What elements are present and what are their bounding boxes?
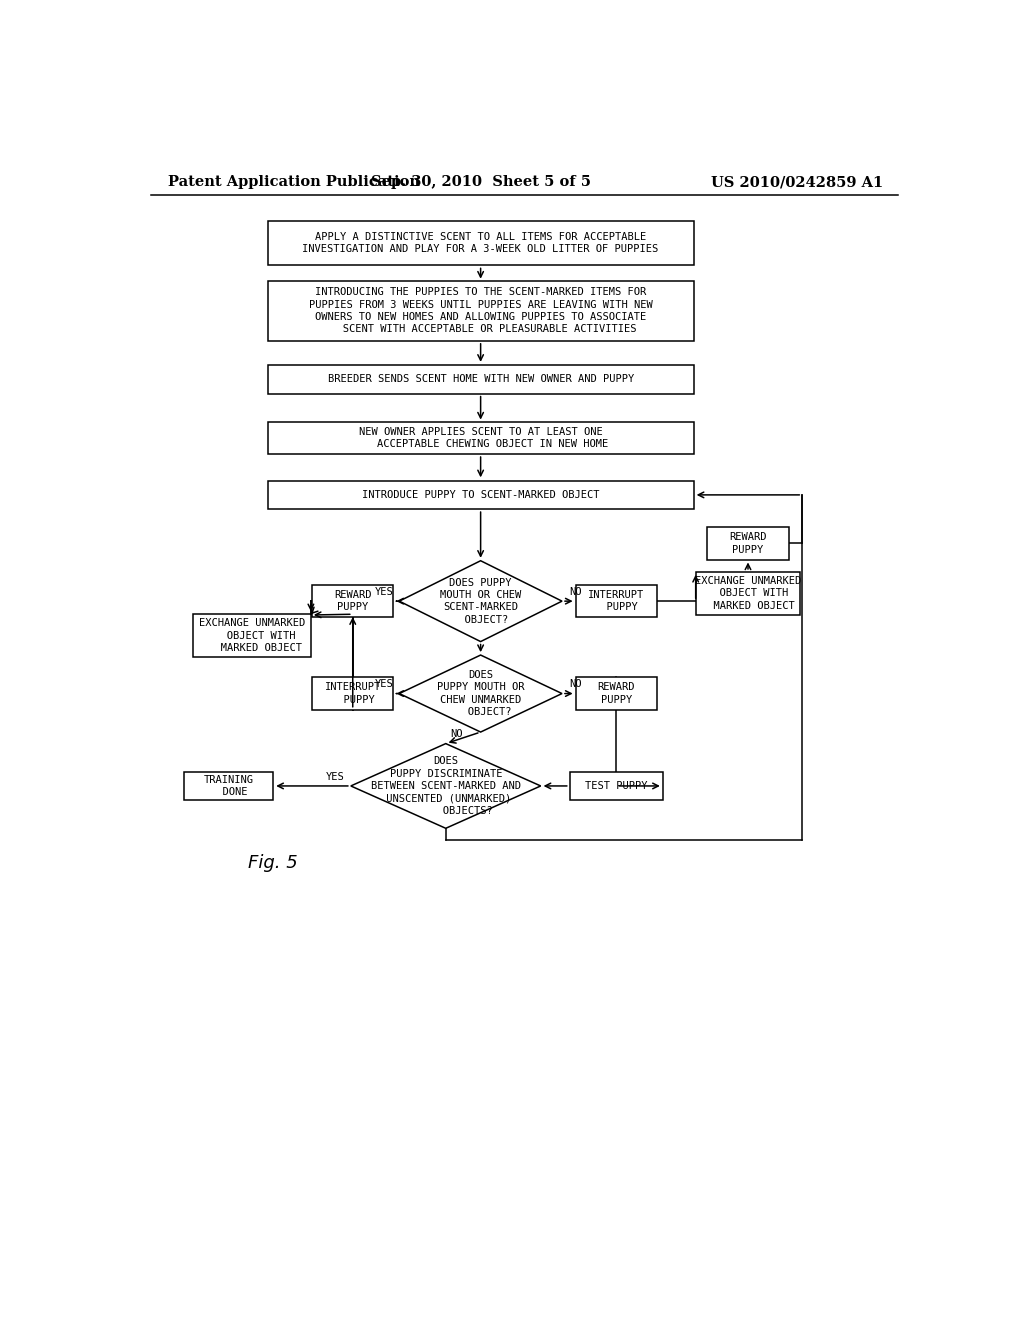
- Text: INTRODUCE PUPPY TO SCENT-MARKED OBJECT: INTRODUCE PUPPY TO SCENT-MARKED OBJECT: [361, 490, 599, 500]
- Text: EXCHANGE UNMARKED
  OBJECT WITH
  MARKED OBJECT: EXCHANGE UNMARKED OBJECT WITH MARKED OBJ…: [695, 576, 801, 611]
- Polygon shape: [351, 743, 541, 829]
- Text: INTERRUPT
  PUPPY: INTERRUPT PUPPY: [325, 682, 381, 705]
- Text: DOES PUPPY
MOUTH OR CHEW
SCENT-MARKED
  OBJECT?: DOES PUPPY MOUTH OR CHEW SCENT-MARKED OB…: [440, 578, 521, 624]
- FancyBboxPatch shape: [267, 480, 693, 510]
- Text: Sep. 30, 2010  Sheet 5 of 5: Sep. 30, 2010 Sheet 5 of 5: [371, 176, 591, 189]
- FancyBboxPatch shape: [312, 677, 393, 710]
- FancyBboxPatch shape: [312, 585, 393, 618]
- FancyBboxPatch shape: [575, 585, 657, 618]
- FancyBboxPatch shape: [267, 366, 693, 393]
- Text: NO: NO: [451, 729, 463, 739]
- Text: REWARD
PUPPY: REWARD PUPPY: [729, 532, 767, 554]
- Text: YES: YES: [375, 680, 393, 689]
- FancyBboxPatch shape: [267, 281, 693, 341]
- Text: TEST PUPPY: TEST PUPPY: [585, 781, 647, 791]
- Text: REWARD
PUPPY: REWARD PUPPY: [334, 590, 372, 612]
- FancyBboxPatch shape: [575, 677, 657, 710]
- FancyBboxPatch shape: [708, 527, 788, 560]
- Text: EXCHANGE UNMARKED
   OBJECT WITH
   MARKED OBJECT: EXCHANGE UNMARKED OBJECT WITH MARKED OBJ…: [199, 618, 305, 653]
- Text: NO: NO: [569, 587, 583, 597]
- Text: REWARD
PUPPY: REWARD PUPPY: [597, 682, 635, 705]
- Polygon shape: [399, 655, 562, 733]
- Text: Fig. 5: Fig. 5: [248, 854, 298, 873]
- Text: DOES
PUPPY DISCRIMINATE
BETWEEN SCENT-MARKED AND
 UNSCENTED (UNMARKED)
       OB: DOES PUPPY DISCRIMINATE BETWEEN SCENT-MA…: [371, 756, 521, 816]
- Text: TRAINING
  DONE: TRAINING DONE: [204, 775, 254, 797]
- Text: US 2010/0242859 A1: US 2010/0242859 A1: [712, 176, 884, 189]
- Text: INTRODUCING THE PUPPIES TO THE SCENT-MARKED ITEMS FOR
PUPPIES FROM 3 WEEKS UNTIL: INTRODUCING THE PUPPIES TO THE SCENT-MAR…: [309, 288, 652, 334]
- FancyBboxPatch shape: [184, 772, 273, 800]
- Text: YES: YES: [326, 772, 345, 781]
- Text: INTERRUPT
  PUPPY: INTERRUPT PUPPY: [588, 590, 644, 612]
- Text: NO: NO: [569, 680, 583, 689]
- FancyBboxPatch shape: [267, 422, 693, 454]
- Text: YES: YES: [375, 587, 393, 597]
- Text: DOES
PUPPY MOUTH OR
CHEW UNMARKED
   OBJECT?: DOES PUPPY MOUTH OR CHEW UNMARKED OBJECT…: [437, 671, 524, 717]
- FancyBboxPatch shape: [267, 220, 693, 265]
- Text: Patent Application Publication: Patent Application Publication: [168, 176, 420, 189]
- FancyBboxPatch shape: [569, 772, 663, 800]
- Text: NEW OWNER APPLIES SCENT TO AT LEAST ONE
    ACCEPTABLE CHEWING OBJECT IN NEW HOM: NEW OWNER APPLIES SCENT TO AT LEAST ONE …: [352, 426, 608, 449]
- FancyBboxPatch shape: [194, 614, 311, 657]
- FancyBboxPatch shape: [695, 572, 801, 615]
- Text: APPLY A DISTINCTIVE SCENT TO ALL ITEMS FOR ACCEPTABLE
INVESTIGATION AND PLAY FOR: APPLY A DISTINCTIVE SCENT TO ALL ITEMS F…: [302, 232, 658, 255]
- Text: BREEDER SENDS SCENT HOME WITH NEW OWNER AND PUPPY: BREEDER SENDS SCENT HOME WITH NEW OWNER …: [328, 375, 634, 384]
- Polygon shape: [399, 561, 562, 642]
